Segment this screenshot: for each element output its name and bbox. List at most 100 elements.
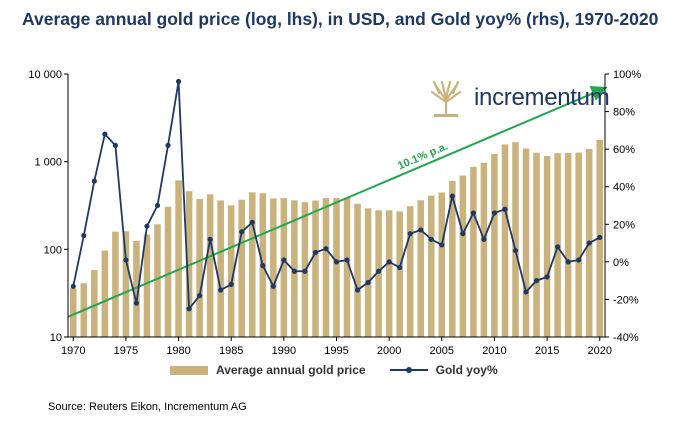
source-note: Source: Reuters Eikon, Incrementum AG [48,401,247,413]
yoy-point [333,259,340,265]
logo-text: incrementum [474,84,610,111]
yoy-point [491,210,498,216]
price-bar [164,206,172,337]
yoy-point [228,281,234,287]
yoy-point [91,178,97,184]
x-tick-label: 2020 [587,345,611,357]
legend: Average annual gold price Gold yoy% [170,362,498,378]
yoy-point [239,229,245,235]
yoy-point [597,234,603,241]
trend-line [67,86,608,318]
price-bar [564,152,572,337]
yoy-point [260,263,266,269]
price-bar [406,206,414,337]
yoy-point [586,240,592,246]
price-bar [101,250,109,337]
x-tick-label: 1975 [114,345,138,357]
yoy-point [133,300,140,306]
yoy-point [175,78,182,85]
yoy-point [70,283,76,289]
price-bar [206,194,214,337]
x-tick-label: 1995 [324,345,348,357]
yoy-point [281,257,287,263]
price-bar [185,191,193,337]
yoy-point [186,306,192,312]
tree-icon [430,80,462,118]
yoy-point [218,287,224,293]
yoy-point [376,268,382,274]
price-bar [543,156,551,337]
price-bar [459,175,467,337]
price-bar [70,288,77,337]
yoy-point [207,236,213,242]
price-bar [364,208,372,337]
yoy-point [460,231,466,237]
price-bar [396,211,403,337]
yoy-point [302,268,308,274]
price-bar [133,240,140,337]
price-bar [122,231,130,337]
price-bar [143,234,151,337]
chart-title: Average annual gold price (log, lhs), in… [22,9,659,29]
yoy-point [449,193,455,199]
yoy-point [470,210,476,216]
yoy-point [154,202,161,209]
price-bar [385,210,393,337]
legend-label-price: Average annual gold price [216,363,366,377]
price-bar [333,198,340,337]
x-tick-label: 1980 [166,345,190,357]
yoy-point [565,259,571,265]
y-right-tick-label: -20% [613,294,639,306]
price-bar [312,200,319,337]
price-bar [533,152,540,337]
y-right-tick-label: 60% [613,144,635,156]
price-bar [501,144,509,337]
yoy-point [81,232,87,239]
y-right-tick-label: 100% [613,69,641,81]
price-bar [522,148,530,337]
price-bar [175,180,182,337]
price-bar [154,224,161,337]
y-left-tick-label: 1 000 [34,157,62,169]
y-left-tick-label: 10 [50,332,62,344]
price-bar [322,198,330,337]
yoy-point [481,236,487,242]
yoy-point [428,236,434,242]
price-bar [112,231,119,337]
price-bar [227,205,235,337]
yoy-point [144,223,150,229]
price-bar [280,198,288,337]
x-tick-label: 1990 [272,345,296,357]
price-bar [480,162,488,337]
yoy-point [576,257,582,263]
legend-label-yoy: Gold yoy% [435,363,498,377]
price-bar [470,166,477,337]
price-bar [249,192,256,337]
yoy-point [323,246,329,252]
price-bar [354,203,361,337]
yoy-point [197,293,203,299]
price-bar [238,199,245,337]
price-bar [438,192,446,337]
yoy-point [123,257,129,263]
yoy-point [386,259,392,265]
yoy-point [365,279,371,286]
price-bar [417,200,424,337]
y-right-tick-label: 0% [613,257,629,269]
yoy-point [533,278,540,284]
x-tick-label: 1970 [61,345,85,357]
yoy-point [312,249,319,256]
price-bar [449,180,456,337]
x-tick-label: 2005 [430,345,454,357]
x-tick-label: 2010 [482,345,506,357]
yoy-point [418,227,424,233]
y-right-tick-label: -40% [613,332,639,344]
price-bar [196,198,203,337]
x-tick-label: 2000 [377,345,401,357]
yoy-point [112,142,118,148]
legend-line-swatch [389,367,428,373]
y-right-tick-label: 80% [613,107,635,119]
yoy-point [523,289,529,295]
yoy-point [270,283,276,289]
